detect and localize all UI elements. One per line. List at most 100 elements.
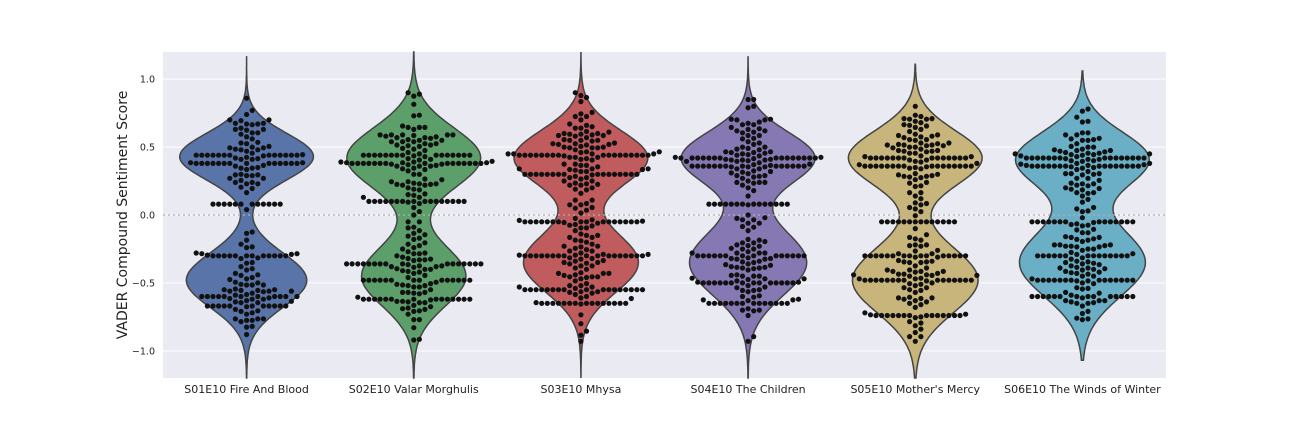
data-point — [589, 178, 595, 184]
data-point — [606, 253, 612, 259]
data-point — [444, 160, 450, 166]
data-point — [539, 171, 545, 177]
data-point — [884, 219, 890, 225]
data-point — [522, 219, 528, 225]
data-point — [467, 160, 473, 166]
data-point — [728, 272, 734, 278]
data-point — [400, 246, 406, 252]
data-point — [940, 268, 946, 274]
data-point — [572, 167, 578, 173]
data-point — [227, 117, 233, 123]
data-point — [411, 146, 417, 152]
data-point — [467, 152, 473, 158]
data-point — [918, 295, 924, 302]
data-point — [901, 142, 907, 148]
data-point — [578, 231, 584, 237]
data-point — [1079, 172, 1085, 178]
data-point — [600, 257, 606, 264]
data-point — [221, 152, 227, 158]
data-point — [238, 125, 244, 131]
data-point — [1074, 285, 1080, 291]
data-point — [416, 181, 422, 187]
data-point — [583, 156, 590, 162]
data-point — [912, 124, 918, 130]
data-point — [907, 312, 913, 319]
data-point — [405, 179, 411, 185]
data-point — [221, 160, 227, 166]
data-point — [1107, 219, 1113, 225]
data-point — [918, 190, 924, 196]
data-point — [935, 254, 941, 260]
data-point — [583, 113, 590, 120]
data-point — [589, 185, 595, 191]
data-point — [216, 152, 222, 158]
data-point — [728, 170, 734, 176]
data-point — [617, 219, 623, 225]
data-point — [422, 289, 428, 295]
data-point — [756, 132, 762, 139]
data-point — [578, 276, 584, 282]
data-point — [411, 337, 417, 343]
data-point — [1068, 263, 1074, 269]
data-point — [907, 259, 913, 266]
data-point — [1046, 253, 1052, 259]
data-point — [1130, 293, 1136, 300]
data-point — [1102, 266, 1108, 272]
data-point — [756, 179, 762, 185]
y-tick-label: 0.0 — [140, 211, 155, 222]
data-point — [405, 241, 411, 247]
data-point — [628, 171, 634, 177]
data-point — [1063, 277, 1069, 283]
data-point — [1085, 265, 1091, 271]
data-point — [283, 160, 289, 166]
data-point — [210, 152, 216, 158]
data-point — [578, 332, 584, 338]
data-point — [762, 150, 768, 156]
data-point — [756, 220, 762, 226]
data-point — [366, 277, 372, 283]
data-point — [918, 153, 924, 159]
data-point — [1023, 155, 1029, 161]
data-point — [907, 122, 913, 128]
data-point — [561, 130, 567, 137]
y-tick-label: −0.5 — [132, 278, 155, 289]
data-point — [901, 163, 907, 169]
data-point — [706, 280, 712, 286]
data-point — [918, 237, 924, 243]
data-point — [856, 162, 862, 168]
data-point — [272, 152, 278, 158]
data-point — [405, 255, 411, 262]
data-point — [734, 173, 740, 179]
data-point — [711, 163, 718, 169]
data-point — [1096, 253, 1102, 259]
data-point — [255, 147, 261, 153]
data-point — [895, 147, 902, 154]
data-point — [907, 273, 913, 279]
data-point — [533, 253, 539, 259]
data-point — [583, 219, 590, 225]
data-point — [400, 160, 406, 166]
data-point — [739, 280, 746, 286]
data-point — [873, 155, 879, 161]
data-point — [723, 300, 729, 306]
data-point — [1085, 156, 1091, 162]
data-point — [394, 198, 400, 204]
data-point — [411, 126, 417, 132]
data-point — [751, 224, 757, 230]
data-point — [238, 308, 244, 314]
data-point — [377, 160, 383, 166]
data-point — [1085, 316, 1091, 322]
data-point — [260, 126, 266, 132]
data-point — [734, 215, 740, 221]
data-point — [773, 253, 779, 259]
data-point — [244, 148, 250, 154]
data-point — [249, 136, 255, 142]
data-point — [561, 259, 567, 266]
data-point — [912, 315, 918, 321]
data-point — [1119, 293, 1125, 300]
data-point — [456, 152, 462, 158]
data-point — [918, 281, 924, 287]
data-point — [745, 105, 751, 111]
data-point — [912, 263, 918, 269]
data-point — [583, 266, 590, 272]
